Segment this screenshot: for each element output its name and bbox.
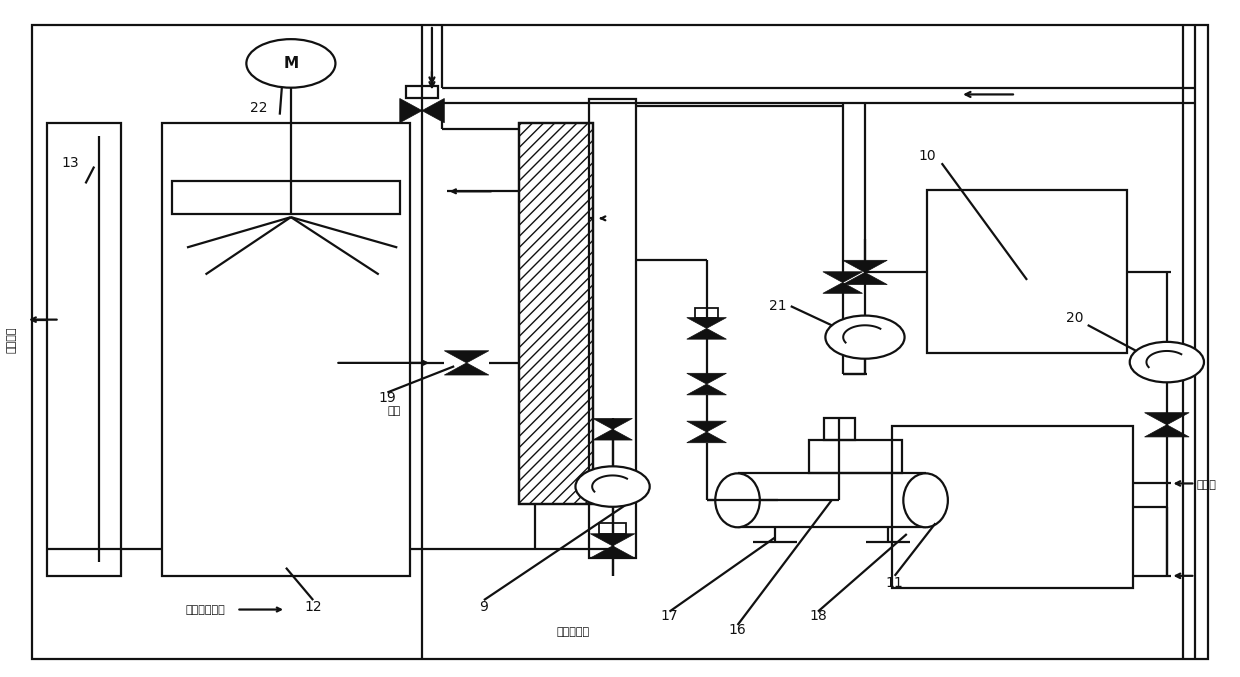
Polygon shape (843, 260, 888, 272)
Text: 污泥: 污泥 (387, 406, 401, 416)
Polygon shape (687, 373, 727, 384)
Polygon shape (687, 318, 727, 328)
Polygon shape (590, 533, 635, 546)
Polygon shape (823, 282, 863, 293)
Bar (694, 308, 718, 318)
Circle shape (575, 466, 650, 507)
Polygon shape (687, 421, 727, 432)
Text: 22: 22 (250, 101, 268, 115)
Polygon shape (687, 328, 727, 339)
Polygon shape (399, 98, 422, 123)
Bar (172, 181, 399, 214)
Bar (893, 426, 1133, 588)
Polygon shape (444, 351, 489, 363)
Circle shape (247, 39, 336, 88)
Ellipse shape (903, 473, 947, 527)
Bar (808, 439, 901, 473)
Circle shape (826, 315, 904, 359)
Ellipse shape (715, 473, 760, 527)
Bar (589, 99, 636, 558)
Bar (518, 123, 593, 504)
Circle shape (1130, 342, 1204, 383)
Polygon shape (843, 272, 888, 284)
Polygon shape (823, 271, 863, 282)
Text: 17: 17 (661, 609, 678, 624)
Bar (405, 87, 438, 98)
Text: 气浮清水: 气浮清水 (6, 326, 16, 353)
Text: 11: 11 (885, 575, 904, 590)
Polygon shape (590, 546, 635, 558)
Polygon shape (593, 429, 632, 440)
Text: 20: 20 (1066, 311, 1084, 325)
Polygon shape (1145, 413, 1189, 424)
Polygon shape (687, 432, 727, 443)
Text: 16: 16 (729, 623, 746, 637)
Text: 21: 21 (769, 299, 787, 313)
Text: 气浮反应装置: 气浮反应装置 (186, 605, 226, 615)
Text: 垃圾渗滤液: 垃圾渗滤液 (557, 627, 589, 637)
Bar (599, 523, 626, 533)
Text: 9: 9 (480, 600, 489, 614)
Polygon shape (444, 363, 489, 375)
Text: 12: 12 (304, 600, 322, 614)
Bar (926, 190, 1127, 353)
Bar (518, 123, 593, 504)
Polygon shape (593, 418, 632, 429)
Bar (162, 123, 409, 576)
Bar (47, 123, 122, 576)
Text: 19: 19 (378, 391, 397, 405)
Text: 18: 18 (808, 609, 827, 624)
Text: 10: 10 (918, 150, 936, 163)
Text: 自来水: 自来水 (1197, 481, 1216, 490)
Polygon shape (422, 98, 444, 123)
Text: 13: 13 (62, 156, 79, 170)
Polygon shape (1145, 424, 1189, 437)
Bar (823, 418, 854, 439)
Polygon shape (687, 384, 727, 395)
Text: M: M (283, 56, 299, 71)
